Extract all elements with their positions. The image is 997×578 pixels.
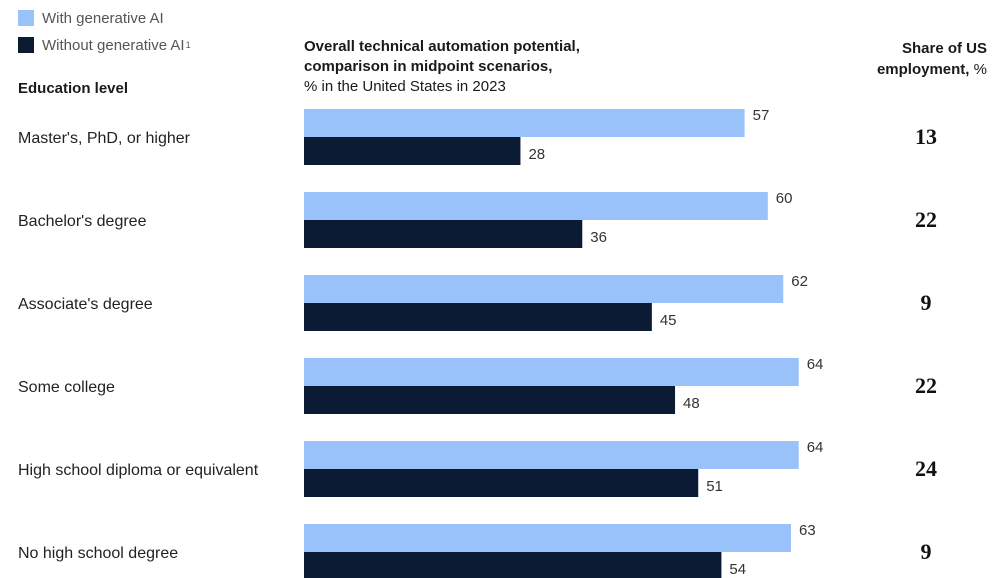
legend: With generative AI Without generative AI… — [18, 7, 191, 61]
bar-with-ai — [304, 358, 799, 386]
share-header-line1: Share of US — [901, 40, 987, 57]
bar-with-ai — [304, 109, 745, 137]
bar-without-ai — [304, 552, 722, 578]
education-level-header: Education level — [18, 80, 129, 97]
share-header-line2: employment, % — [877, 59, 987, 80]
legend-footnote-marker: 1 — [185, 40, 191, 50]
bar-without-ai — [304, 303, 652, 331]
bar-with-ai — [304, 275, 784, 303]
legend-swatch-with-ai — [18, 10, 34, 26]
value-label-with-ai: 64 — [807, 356, 824, 373]
category-label: Associate's degree — [18, 296, 153, 313]
share-header-line2-bold: employment, — [876, 61, 970, 78]
value-label-with-ai: 57 — [753, 107, 770, 124]
legend-label-with-ai: With generative AI — [42, 9, 164, 27]
bar-with-ai — [304, 192, 768, 220]
value-label-without-ai: 51 — [706, 478, 723, 495]
value-label-with-ai: 60 — [776, 190, 793, 207]
share-header: Share of US employment, % — [877, 38, 987, 80]
share-value: 22 — [915, 207, 937, 232]
legend-item-with-ai: With generative AI — [18, 7, 191, 29]
bar-without-ai — [304, 220, 583, 248]
legend-label-without-ai: Without generative AI — [42, 36, 185, 54]
legend-item-without-ai: Without generative AI 1 — [18, 34, 191, 56]
share-value: 13 — [915, 124, 937, 149]
category-label: Some college — [18, 379, 115, 396]
value-label-without-ai: 48 — [683, 395, 700, 412]
value-label-with-ai: 63 — [799, 522, 816, 539]
value-label-with-ai: 64 — [807, 439, 824, 456]
category-label: High school diploma or equivalent — [18, 462, 259, 479]
bar-without-ai — [304, 469, 699, 497]
category-label: No high school degree — [18, 545, 178, 562]
value-label-without-ai: 45 — [660, 312, 677, 329]
share-header-unit: % — [969, 61, 987, 78]
category-label: Master's, PhD, or higher — [18, 130, 191, 147]
share-value: 22 — [915, 373, 937, 398]
bar-with-ai — [304, 524, 791, 552]
share-value: 24 — [915, 456, 937, 481]
legend-swatch-without-ai — [18, 37, 34, 53]
value-label-without-ai: 36 — [590, 229, 607, 246]
chart-title-line1: Overall technical automation potential, — [304, 38, 580, 55]
bar-with-ai — [304, 441, 799, 469]
value-label-without-ai: 28 — [528, 146, 545, 163]
chart-title-line2: comparison in midpoint scenarios, — [304, 58, 553, 75]
value-label-with-ai: 62 — [791, 273, 808, 290]
chart-subtitle: % in the United States in 2023 — [304, 78, 506, 95]
chart-title: Overall technical automation potential, … — [304, 37, 580, 97]
share-value: 9 — [921, 539, 932, 564]
value-label-without-ai: 54 — [729, 561, 746, 578]
category-label: Bachelor's degree — [18, 213, 147, 230]
bar-without-ai — [304, 137, 521, 165]
bar-without-ai — [304, 386, 676, 414]
share-value: 9 — [921, 290, 932, 315]
